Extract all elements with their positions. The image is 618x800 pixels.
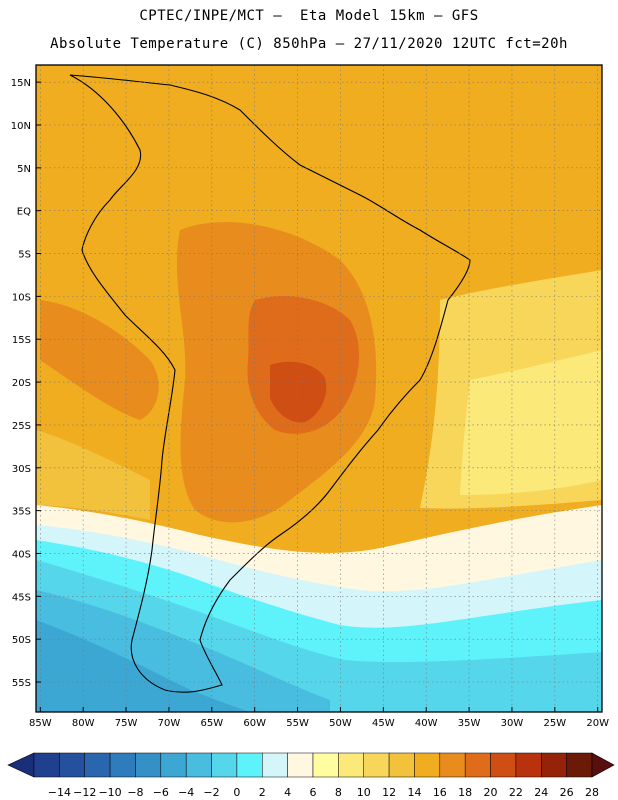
lat-label: 35S xyxy=(12,507,31,518)
lon-label: 70W xyxy=(158,718,181,729)
lon-label: 75W xyxy=(115,718,138,729)
lat-label: 10S xyxy=(12,292,31,303)
longitude-axis: 85W 80W 75W 70W 65W 60W 55W 50W 45W 40W 35W 30W 25W 2… xyxy=(29,707,609,729)
colorbar-swatch xyxy=(439,752,466,778)
lon-label: 65W xyxy=(200,718,223,729)
lon-label: 20W xyxy=(586,718,609,729)
colorbar-swatch xyxy=(160,752,187,778)
lat-label: 45S xyxy=(12,592,31,603)
colorbar-label: 8 xyxy=(335,786,342,799)
colorbar-label: 24 xyxy=(534,786,548,799)
lon-label: 85W xyxy=(29,718,52,729)
temperature-field xyxy=(36,65,602,712)
colorbar-swatch xyxy=(363,752,390,778)
map-frame xyxy=(35,64,603,713)
latitude-axis: 15N 10N 5N EQ 5S 10S 15S 20S 25S 30S 35S 40S 45S 50S 5… xyxy=(11,78,41,689)
lat-label: 55S xyxy=(12,678,31,689)
coastlines xyxy=(69,74,471,693)
colorbar-label: −4 xyxy=(178,786,194,799)
colorbar-label: −12 xyxy=(73,786,96,799)
colorbar-label: 26 xyxy=(560,786,574,799)
colorbar-swatch xyxy=(338,752,364,778)
colorbar-label: −10 xyxy=(98,786,121,799)
map-title-line1: CPTEC/INPE/MCT – Eta Model 15km – GFS xyxy=(139,8,479,24)
lat-label: 25S xyxy=(12,421,31,432)
lon-label: 80W xyxy=(72,718,95,729)
lon-label: 60W xyxy=(243,718,266,729)
colorbar-label: 6 xyxy=(310,786,317,799)
colorbar-label: −14 xyxy=(48,786,71,799)
lat-label: 40S xyxy=(12,549,31,560)
colorbar-swatch xyxy=(59,752,85,778)
colorbar-swatch xyxy=(262,752,288,778)
lat-label: 5S xyxy=(18,250,31,261)
lon-label: 45W xyxy=(372,718,395,729)
lat-label: 15S xyxy=(12,335,31,346)
colorbar-label: 20 xyxy=(484,786,498,799)
colorbar-overflow-arrow xyxy=(591,752,615,778)
colorbar-label: −6 xyxy=(153,786,169,799)
colorbar-label: 12 xyxy=(382,786,396,799)
lat-label: 20S xyxy=(12,378,31,389)
colorbar-swatch xyxy=(135,752,162,778)
colorbar-swatch xyxy=(566,752,593,778)
colorbar-swatch xyxy=(490,752,517,778)
colorbar-label: 16 xyxy=(433,786,447,799)
field-hot-core-inner xyxy=(270,361,327,423)
colorbar-swatch xyxy=(388,752,415,778)
lat-label: 30S xyxy=(12,464,31,475)
colorbar-label: −2 xyxy=(203,786,219,799)
lon-label: 25W xyxy=(544,718,567,729)
lon-label: 35W xyxy=(458,718,481,729)
colorbar-label: 22 xyxy=(509,786,523,799)
colorbar-swatch xyxy=(541,752,567,778)
lat-label: 50S xyxy=(12,635,31,646)
south-america-coastline xyxy=(69,74,471,693)
field-warm-west xyxy=(40,300,159,420)
field-yellow-southwest xyxy=(36,430,150,520)
colorbar-swatch xyxy=(464,752,491,778)
colorbar-swatch xyxy=(211,752,238,778)
colorbar-label: 4 xyxy=(284,786,291,799)
colorbar-label: −8 xyxy=(127,786,143,799)
lon-label: 30W xyxy=(501,718,524,729)
colorbar-label: 2 xyxy=(259,786,266,799)
lat-label: 5N xyxy=(17,164,31,175)
lat-label: 10N xyxy=(11,121,31,132)
field-blue3-band xyxy=(36,620,250,712)
colorbar: −14 −12 −10 −8 −6 −4 −2 0 2 4 6 8 10 12 14 16 18 20 22 24 26… xyxy=(7,752,615,799)
colorbar-swatch xyxy=(185,752,212,778)
colorbar-swatch xyxy=(109,752,136,778)
colorbar-swatch xyxy=(84,752,111,778)
colorbar-swatch xyxy=(414,752,441,778)
lat-label: EQ xyxy=(17,207,31,218)
colorbar-swatch xyxy=(236,752,263,778)
colorbar-swatch xyxy=(287,752,314,778)
lon-label: 40W xyxy=(415,718,438,729)
colorbar-underflow-arrow xyxy=(7,752,35,778)
colorbar-label: 28 xyxy=(585,786,599,799)
lat-label: 15N xyxy=(11,78,31,89)
colorbar-label: 10 xyxy=(357,786,371,799)
colorbar-swatch xyxy=(312,752,339,778)
colorbar-label: 18 xyxy=(458,786,472,799)
colorbar-label: 14 xyxy=(407,786,421,799)
field-light-southeast xyxy=(460,350,602,495)
colorbar-swatch xyxy=(515,752,542,778)
colorbar-label: 0 xyxy=(233,786,240,799)
lon-label: 50W xyxy=(329,718,352,729)
lon-label: 55W xyxy=(286,718,309,729)
map-title-line2: Absolute Temperature (C) 850hPa – 27/11/… xyxy=(50,36,568,52)
colorbar-swatch xyxy=(33,752,60,778)
